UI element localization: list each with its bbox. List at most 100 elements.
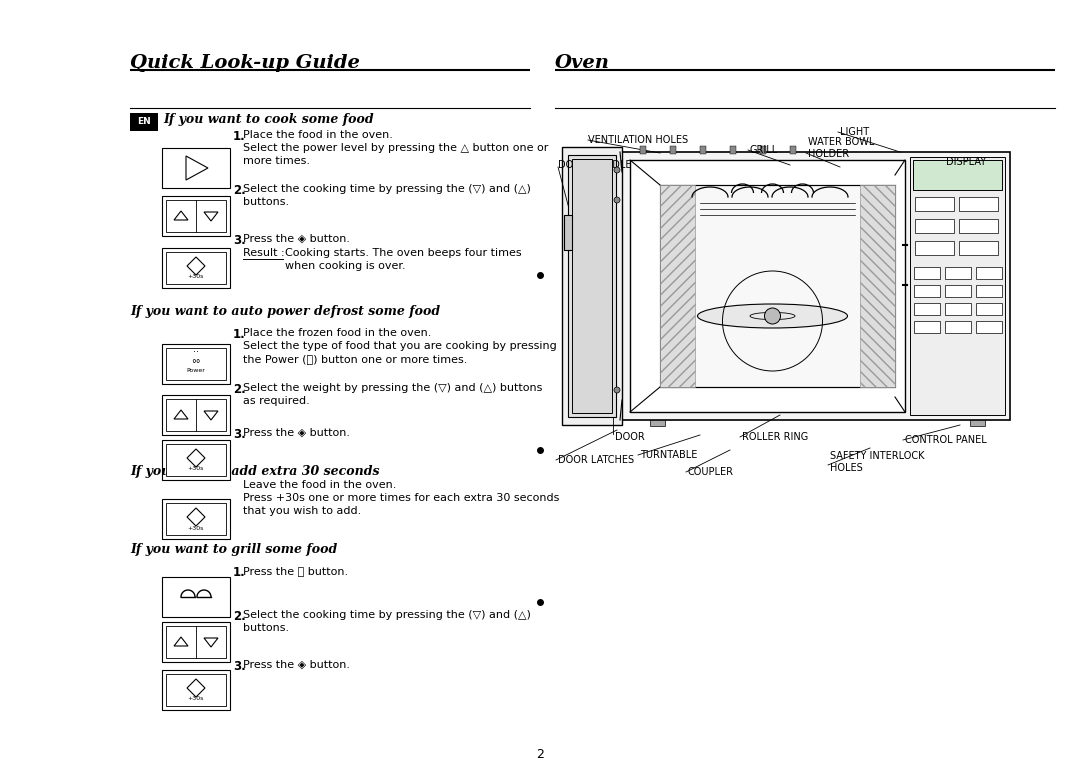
Text: If you want to auto power defrost some food: If you want to auto power defrost some f…: [130, 305, 441, 318]
Bar: [914, 303, 940, 315]
Text: COUPLER: COUPLER: [688, 467, 734, 477]
Bar: [166, 348, 226, 380]
Bar: [970, 420, 985, 426]
Text: WATER BOWL
HOLDER: WATER BOWL HOLDER: [808, 137, 875, 159]
Bar: [162, 395, 230, 435]
Text: Result :: Result :: [243, 248, 285, 258]
Bar: [976, 267, 1002, 279]
Bar: [915, 219, 954, 233]
Bar: [562, 147, 622, 425]
Text: +30s: +30s: [188, 526, 204, 530]
Bar: [564, 215, 572, 250]
Text: 1.: 1.: [233, 328, 246, 341]
Text: VENTILATION HOLES: VENTILATION HOLES: [588, 135, 688, 145]
Text: Press the ◈ button.: Press the ◈ button.: [243, 428, 350, 438]
Bar: [914, 321, 940, 333]
Text: DISPLAY: DISPLAY: [946, 157, 986, 167]
Bar: [166, 444, 226, 476]
Bar: [162, 148, 230, 188]
Text: TURNTABLE: TURNTABLE: [640, 450, 698, 460]
Bar: [162, 577, 230, 617]
Bar: [166, 503, 226, 535]
Text: +30s: +30s: [188, 697, 204, 701]
Text: If you want to cook some food: If you want to cook some food: [163, 113, 374, 126]
Bar: [760, 146, 766, 154]
Text: 2.: 2.: [233, 610, 246, 623]
Text: Select the cooking time by pressing the (▽) and (△)
buttons.: Select the cooking time by pressing the …: [243, 184, 531, 207]
Text: +30s: +30s: [188, 466, 204, 472]
Bar: [130, 113, 158, 131]
Bar: [789, 146, 796, 154]
Bar: [914, 267, 940, 279]
Text: Quick Look-up Guide: Quick Look-up Guide: [130, 54, 360, 72]
Bar: [650, 420, 665, 426]
Bar: [162, 499, 230, 539]
Bar: [660, 185, 696, 387]
Bar: [915, 241, 954, 255]
Text: LIGHT: LIGHT: [840, 127, 869, 137]
Text: 1.: 1.: [233, 566, 246, 579]
Circle shape: [615, 167, 620, 173]
Bar: [910, 157, 1005, 415]
Bar: [640, 146, 646, 154]
Bar: [166, 200, 226, 232]
Text: 2.: 2.: [233, 383, 246, 396]
Text: GRILL: GRILL: [750, 145, 779, 155]
Text: DOOR HANDLE: DOOR HANDLE: [558, 160, 632, 170]
Bar: [959, 219, 998, 233]
Bar: [945, 267, 971, 279]
Text: ROLLER RING: ROLLER RING: [742, 432, 808, 442]
Text: If you want to add extra 30 seconds: If you want to add extra 30 seconds: [130, 465, 379, 478]
Bar: [945, 285, 971, 297]
Bar: [162, 622, 230, 662]
Text: Select the weight by pressing the (▽) and (△) buttons
as required.: Select the weight by pressing the (▽) an…: [243, 383, 542, 406]
Bar: [914, 285, 940, 297]
Bar: [976, 285, 1002, 297]
Bar: [162, 440, 230, 480]
Text: If you want to grill some food: If you want to grill some food: [130, 543, 337, 556]
Bar: [913, 160, 1002, 190]
Bar: [915, 197, 954, 211]
Bar: [630, 160, 905, 412]
Ellipse shape: [698, 304, 848, 328]
Bar: [620, 152, 1010, 420]
Text: 2: 2: [536, 748, 544, 761]
Text: Power: Power: [187, 369, 205, 374]
Text: SAFETY INTERLOCK
HOLES: SAFETY INTERLOCK HOLES: [831, 451, 924, 473]
Circle shape: [615, 387, 620, 393]
Bar: [166, 399, 226, 431]
Text: 1.: 1.: [233, 130, 246, 143]
Text: DOOR: DOOR: [615, 432, 645, 442]
Bar: [959, 241, 998, 255]
Bar: [945, 321, 971, 333]
Text: ··
°°: ·· °°: [191, 347, 201, 369]
Bar: [959, 197, 998, 211]
Bar: [162, 344, 230, 384]
Text: Oven: Oven: [555, 54, 610, 72]
Bar: [572, 159, 612, 413]
Bar: [162, 248, 230, 288]
Bar: [162, 670, 230, 710]
Bar: [730, 146, 735, 154]
Text: 3.: 3.: [233, 660, 246, 673]
Bar: [162, 196, 230, 236]
Text: 2.: 2.: [233, 184, 246, 197]
Bar: [166, 626, 226, 658]
Text: Leave the food in the oven.
Press +30s one or more times for each extra 30 secon: Leave the food in the oven. Press +30s o…: [243, 480, 559, 516]
Bar: [976, 321, 1002, 333]
Text: 3.: 3.: [233, 428, 246, 441]
Text: DOOR LATCHES: DOOR LATCHES: [558, 455, 634, 465]
Bar: [976, 303, 1002, 315]
Bar: [860, 185, 895, 387]
Text: Select the cooking time by pressing the (▽) and (△)
buttons.: Select the cooking time by pressing the …: [243, 610, 531, 633]
Text: Press the ㏗ button.: Press the ㏗ button.: [243, 566, 348, 576]
Bar: [945, 303, 971, 315]
Text: EN: EN: [137, 118, 151, 127]
Text: Cooking starts. The oven beeps four times
when cooking is over.: Cooking starts. The oven beeps four time…: [285, 248, 522, 271]
Bar: [660, 185, 895, 387]
Bar: [700, 146, 706, 154]
Text: Press the ◈ button.: Press the ◈ button.: [243, 234, 350, 244]
Text: 3.: 3.: [233, 234, 246, 247]
Bar: [166, 674, 226, 706]
Circle shape: [765, 308, 781, 324]
